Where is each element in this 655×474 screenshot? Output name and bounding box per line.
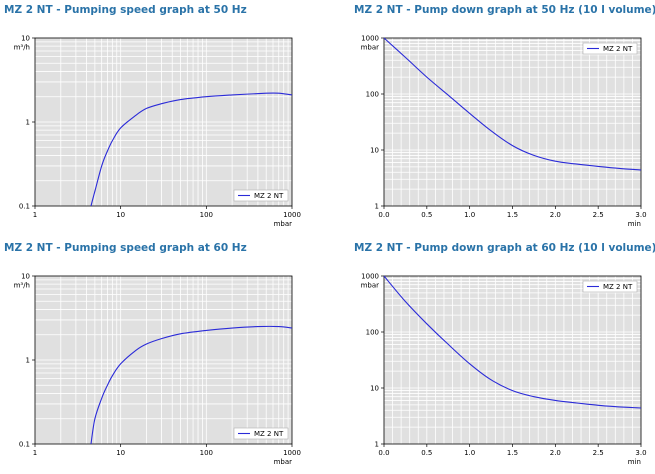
chart-panel-speed-50hz: MZ 2 NT - Pumping speed graph at 50 Hz 1… xyxy=(0,0,320,236)
chart-panel-pumpdown-50hz: MZ 2 NT - Pump down graph at 50 Hz (10 l… xyxy=(350,0,655,236)
legend-box xyxy=(233,427,289,440)
x-tick-label: 1.0 xyxy=(464,211,475,219)
y-axis-label: mbar xyxy=(361,282,380,290)
x-tick-label: 2.0 xyxy=(550,449,561,457)
grid xyxy=(34,38,292,207)
chart-title: MZ 2 NT - Pump down graph at 60 Hz (10 l… xyxy=(354,242,655,254)
x-tick-label: 1.5 xyxy=(507,449,518,457)
x-tick-label: 1000 xyxy=(283,211,301,219)
chart-title: MZ 2 NT - Pumping speed graph at 50 Hz xyxy=(4,4,247,16)
x-tick-label: 2.0 xyxy=(550,211,561,219)
y-tick-label: 0.1 xyxy=(19,441,30,449)
x-tick-label: 10 xyxy=(116,211,125,219)
y-tick-label: 1 xyxy=(26,357,30,365)
x-axis-label: min xyxy=(628,458,641,466)
chart-panel-pumpdown-60hz: MZ 2 NT - Pump down graph at 60 Hz (10 l… xyxy=(350,238,655,474)
legend-box xyxy=(582,280,638,293)
legend-label: MZ 2 NT xyxy=(603,283,633,291)
legend: MZ 2 NT xyxy=(582,280,638,293)
legend: MZ 2 NT xyxy=(582,42,638,55)
chart-panel-speed-60hz: MZ 2 NT - Pumping speed graph at 60 Hz 1… xyxy=(0,238,320,474)
series-line xyxy=(90,325,293,445)
legend-label: MZ 2 NT xyxy=(254,430,284,438)
x-tick-label: 0.0 xyxy=(378,211,389,219)
grid xyxy=(383,276,642,445)
x-tick-label: 0.5 xyxy=(421,449,432,457)
x-axis-label: mbar xyxy=(274,220,293,228)
x-tick-label: 3.0 xyxy=(635,211,646,219)
y-tick-label: 1 xyxy=(26,119,30,127)
chart-title: MZ 2 NT - Pump down graph at 50 Hz (10 l… xyxy=(354,4,655,16)
grid xyxy=(34,276,292,445)
y-axis-label: m³/h xyxy=(14,44,30,52)
x-tick-label: 1 xyxy=(33,449,37,457)
y-tick-label: 1000 xyxy=(361,273,379,281)
x-tick-label: 100 xyxy=(200,449,213,457)
x-axis-label: mbar xyxy=(274,458,293,466)
y-tick-label: 100 xyxy=(366,329,379,337)
y-tick-label: 10 xyxy=(21,35,30,43)
x-tick-label: 0.0 xyxy=(378,449,389,457)
x-tick-label: 100 xyxy=(200,211,213,219)
series-line xyxy=(383,275,642,409)
x-axis-label: min xyxy=(628,220,641,228)
legend: MZ 2 NT xyxy=(233,427,289,440)
y-tick-label: 1 xyxy=(375,203,379,211)
y-tick-label: 100 xyxy=(366,91,379,99)
y-tick-label: 0.1 xyxy=(19,203,30,211)
y-tick-label: 10 xyxy=(370,147,379,155)
y-axis-label: m³/h xyxy=(14,282,30,290)
x-tick-label: 2.5 xyxy=(593,211,604,219)
x-tick-label: 1.0 xyxy=(464,449,475,457)
x-tick-label: 0.5 xyxy=(421,211,432,219)
legend: MZ 2 NT xyxy=(233,189,289,202)
legend-box xyxy=(233,189,289,202)
x-tick-label: 1.5 xyxy=(507,211,518,219)
y-tick-label: 10 xyxy=(370,385,379,393)
legend-label: MZ 2 NT xyxy=(603,45,633,53)
chart-title: MZ 2 NT - Pumping speed graph at 60 Hz xyxy=(4,242,247,254)
x-tick-label: 3.0 xyxy=(635,449,646,457)
x-tick-label: 1000 xyxy=(283,449,301,457)
x-tick-label: 2.5 xyxy=(593,449,604,457)
y-tick-label: 1000 xyxy=(361,35,379,43)
x-tick-label: 1 xyxy=(33,211,37,219)
y-tick-label: 10 xyxy=(21,273,30,281)
y-axis-label: mbar xyxy=(361,44,380,52)
y-tick-label: 1 xyxy=(375,441,379,449)
series-line xyxy=(383,37,642,171)
legend-box xyxy=(582,42,638,55)
x-tick-label: 10 xyxy=(116,449,125,457)
series-line xyxy=(90,92,293,207)
legend-label: MZ 2 NT xyxy=(254,192,284,200)
